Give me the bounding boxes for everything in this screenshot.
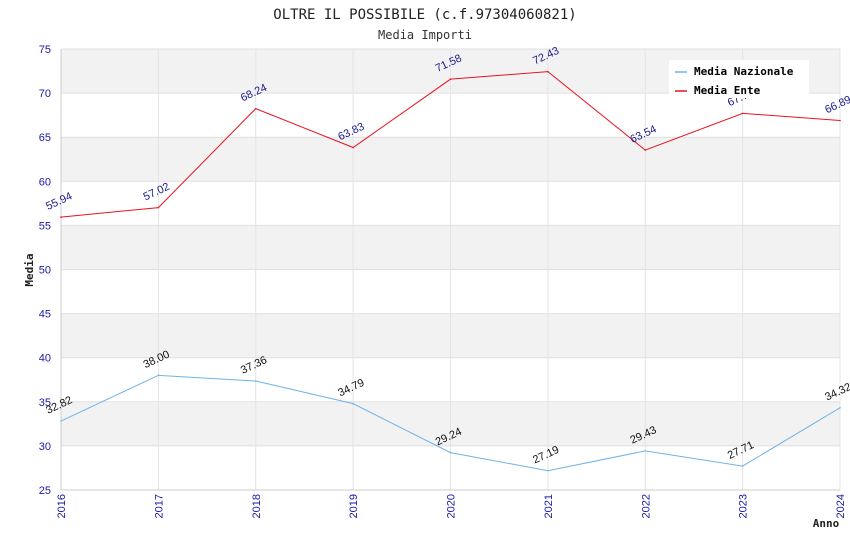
data-point [352,402,354,405]
y-tick-label: 60 [39,176,51,188]
y-tick-label: 55 [39,220,51,232]
chart-title: OLTRE IL POSSIBILE (c.f.97304060821) [273,7,576,23]
y-tick-label: 75 [39,44,51,56]
data-point [449,451,452,454]
data-point [352,146,354,149]
x-axis-label: Anno [813,517,840,530]
data-point [449,78,452,80]
y-tick-label: 40 [39,353,51,365]
chart-subtitle: Media Importi [378,28,472,42]
legend: Media Nazionale Media Ente [669,60,809,98]
y-axis-label: Media [23,253,36,286]
data-point [547,469,549,472]
x-tick-label: 2024 [835,494,847,518]
data-point [157,374,160,377]
data-point [741,465,744,467]
series-lines [60,70,841,472]
y-tick-label: 30 [39,441,51,453]
y-tick-label: 35 [39,397,51,409]
x-tick-label: 2017 [153,494,165,518]
legend-label-media-nazionale: Media Nazionale [694,65,794,78]
data-point [60,216,62,218]
y-axis: 25 30 35 40 45 50 55 60 65 70 75 [39,44,51,497]
grid-lines [60,48,841,491]
data-point [839,406,841,409]
x-tick-label: 2022 [640,494,652,518]
x-tick-label: 2019 [348,494,360,518]
data-point [254,107,257,110]
x-tick-label: 2020 [446,494,458,518]
x-axis: 2016 2017 2018 2019 2020 2021 2022 2023 2024 [56,494,847,518]
data-point [839,119,841,122]
legend-box [669,60,809,98]
x-tick-label: 2016 [56,494,68,518]
x-tick-label: 2018 [251,494,263,518]
y-tick-label: 25 [39,485,51,497]
y-tick-label: 50 [39,265,51,277]
data-point [547,70,549,73]
data-point [157,206,160,209]
data-point [60,420,62,422]
data-point [741,112,744,115]
data-point [254,380,257,382]
y-tick-label: 65 [39,132,51,144]
y-tick-label: 70 [39,88,51,100]
legend-label-media-ente: Media Ente [694,84,761,97]
data-point [644,149,647,151]
y-tick-label: 45 [39,309,51,321]
data-point [644,450,647,452]
x-tick-label: 2021 [543,494,555,518]
x-tick-label: 2023 [738,494,750,518]
